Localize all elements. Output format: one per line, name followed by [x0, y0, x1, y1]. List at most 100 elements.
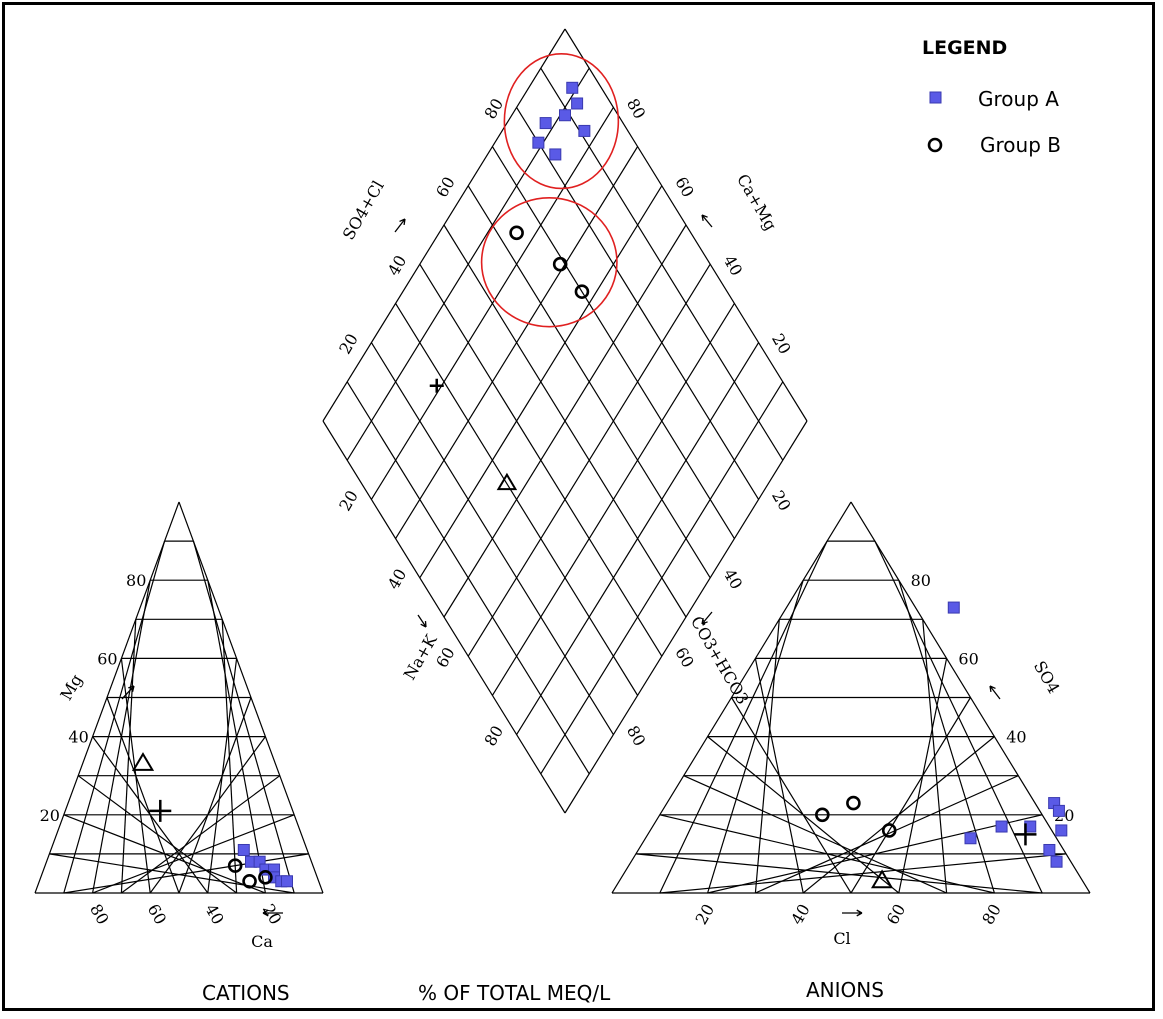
diamond-upper-left-tick: 20	[335, 330, 362, 357]
anion-grid-left-diagonal	[683, 775, 947, 894]
diamond-grid-line	[467, 185, 711, 579]
cation-grid-right-diagonal	[207, 658, 238, 894]
anion-grid-left-diagonal	[730, 697, 852, 894]
cation-side-arrow	[121, 685, 135, 700]
anion-point-group-a	[1043, 843, 1056, 856]
cation-side-axis-label: Mg	[56, 671, 86, 704]
legend-label-group-b: Group B	[980, 133, 1061, 157]
anion-point-group-a	[1050, 855, 1063, 868]
anion-point-group-b	[881, 823, 897, 838]
diamond-point-group-a	[549, 148, 562, 161]
diamond-grid-line	[395, 146, 639, 539]
diamond-lower-left-arrow	[417, 614, 427, 628]
anion-bottom-tick: 20	[692, 901, 719, 928]
diamond-point-group-a	[578, 124, 591, 137]
cation-point-group-b	[227, 858, 243, 873]
data-points	[131, 81, 1068, 889]
cation-side-tick: 60	[97, 649, 117, 668]
diamond-lower-right-arrow	[701, 611, 713, 625]
diamond-point-group-a	[532, 136, 545, 149]
diamond-point-group-b	[574, 284, 590, 299]
cation-bottom-tick: 60	[144, 901, 171, 928]
diamond-point-group-a	[571, 97, 584, 110]
anion-point-group-a	[995, 820, 1008, 833]
cation-side-tick: 20	[40, 806, 60, 825]
legend-marker-group-b	[927, 137, 943, 153]
cation-side-tick: 80	[126, 571, 146, 590]
diamond-grid-line	[491, 146, 735, 539]
cation-grid-left-diagonal	[77, 775, 237, 894]
diamond-grid-line	[346, 67, 590, 461]
diamond-lower-right-tick: 20	[768, 487, 795, 514]
anion-point-group-b	[846, 795, 861, 811]
anion-point-group-a	[1055, 824, 1068, 837]
diamond-upper-left-arrow	[394, 218, 406, 233]
diamond-upper-right-tick: 20	[768, 330, 795, 357]
diamond-upper-left-tick: 60	[432, 173, 459, 200]
diamond-upper-right-tick: 40	[720, 252, 747, 279]
cation-bottom-arrow	[262, 909, 283, 917]
bottom-labels: CATIONS % OF TOTAL MEQ/L ANIONS	[202, 978, 884, 1005]
cation-side-tick: 40	[68, 728, 88, 747]
anion-bottom-axis-label: Cl	[833, 929, 850, 948]
legend: LEGEND Group A Group B	[922, 37, 1061, 157]
diamond-plus-marker	[429, 378, 444, 393]
anion-bottom-tick: 40	[787, 901, 814, 928]
diamond-upper-right-axis-label: Ca+Mg	[733, 171, 780, 234]
group-circles	[480, 53, 620, 328]
diamond-grid-line	[443, 224, 687, 618]
cation-bottom-tick: 20	[259, 901, 286, 928]
diamond-upper-left-tick: 80	[481, 95, 508, 122]
diamond-lower-left-tick: 80	[481, 722, 508, 749]
anions-label: ANIONS	[806, 978, 884, 1002]
anion-bottom-arrow	[842, 909, 863, 917]
anion-side-axis-label: SO4	[1030, 658, 1064, 697]
anion-point-group-a	[947, 601, 960, 614]
diamond-triangle-marker	[496, 472, 518, 491]
cation-point-group-b	[242, 873, 257, 889]
cation-point-group-a	[237, 843, 250, 856]
cation-point-group-b	[258, 870, 273, 885]
anion-point-group-a	[1052, 804, 1065, 817]
diamond-lower-right-tick: 60	[671, 644, 698, 671]
cation-grid-right-diagonal	[192, 540, 295, 894]
cation-bottom-axis-label: Ca	[251, 932, 273, 951]
anion-side-tick: 60	[958, 649, 978, 668]
anion-grid-left-diagonal	[659, 814, 995, 894]
cation-grid-left-diagonal	[106, 697, 180, 894]
diamond-upper-left-tick: 40	[384, 252, 411, 279]
diamond-upper-right-tick: 80	[623, 95, 650, 122]
anion-grid-left-diagonal	[635, 853, 1043, 894]
diamond-grid-line	[370, 107, 614, 500]
cation-point-group-a	[281, 875, 293, 888]
percent-meq-label: % OF TOTAL MEQ/L	[418, 981, 611, 1005]
diagram-grid	[34, 28, 1091, 894]
anion-grid-right-diagonal	[898, 658, 948, 894]
cation-bottom-tick: 80	[86, 901, 113, 928]
diamond-lower-right-tick: 80	[623, 722, 650, 749]
diamond-point-group-a	[559, 109, 571, 122]
anion-triangle-marker	[870, 869, 894, 889]
group-a-circle	[503, 53, 620, 190]
anion-grid-right-diagonal	[850, 697, 972, 894]
diamond-grid-line	[516, 107, 760, 500]
anion-point-group-a	[964, 832, 977, 845]
anion-grid-left-diagonal	[707, 736, 900, 894]
diamond-lower-left-tick: 40	[384, 565, 411, 592]
diamond-point-group-b	[552, 256, 568, 272]
cation-grid-left-diagonal	[63, 814, 266, 894]
cation-grid-right-diagonal	[221, 619, 238, 894]
cation-bottom-tick: 40	[201, 901, 228, 928]
group-b-circle	[480, 197, 618, 328]
diamond-upper-right-arrow	[701, 214, 713, 228]
diamond-point-group-a	[566, 81, 579, 94]
cations-label: CATIONS	[202, 981, 290, 1005]
anion-point-group-b	[815, 807, 830, 823]
diamond-upper-right-tick: 60	[671, 173, 698, 200]
anion-grid-right-diagonal	[922, 619, 948, 894]
diamond-lower-left-tick: 20	[335, 487, 362, 514]
anion-grid-right-diagonal	[898, 580, 995, 894]
